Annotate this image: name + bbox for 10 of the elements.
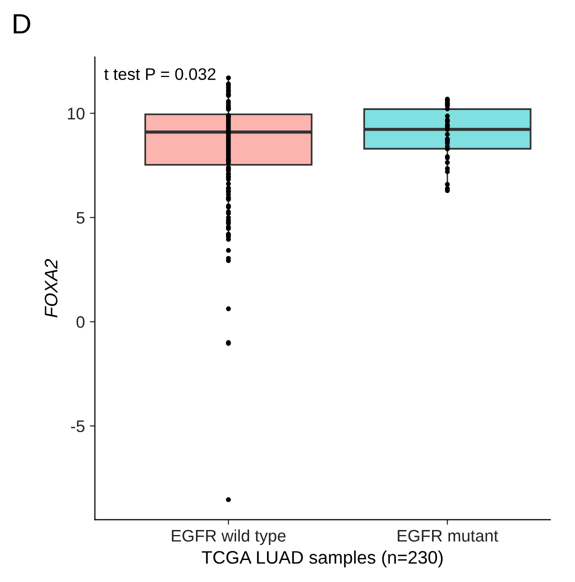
x-tick-label: EGFR wild type xyxy=(172,529,286,545)
y-axis-title: FOXA2 xyxy=(44,259,58,318)
y-tick-label: 5 xyxy=(76,212,84,224)
y-tick-label: 10 xyxy=(68,108,85,120)
chart-title: D xyxy=(14,14,30,34)
x-tick-label: EGFR mutant xyxy=(398,530,498,542)
y-tick-label: 0 xyxy=(76,316,84,328)
x-axis-title: TCGA LUAD samples (n=230) xyxy=(202,550,443,568)
annotation: t test P = 0.032 xyxy=(104,68,216,80)
y-tick-label: -5 xyxy=(71,420,84,432)
